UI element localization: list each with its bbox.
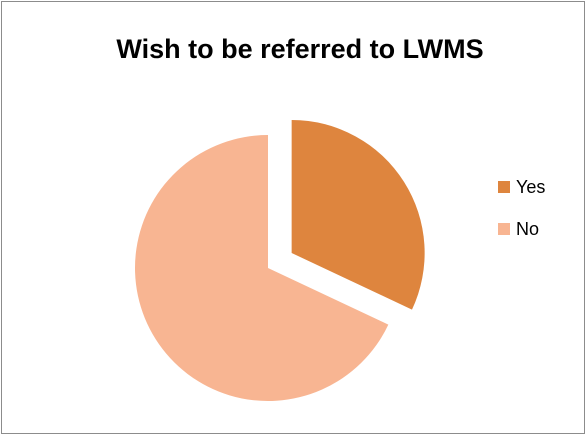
legend-item-no: No [498, 218, 545, 240]
legend-swatch-no [498, 223, 510, 235]
pie-slice-no [135, 135, 389, 401]
chart-title: Wish to be referred to LWMS [116, 34, 484, 64]
legend-swatch-yes [498, 181, 510, 193]
legend-item-yes: Yes [498, 176, 545, 198]
legend-label-no: No [516, 218, 540, 239]
chart-legend: Yes No [498, 176, 545, 260]
legend-label-yes: Yes [516, 176, 546, 197]
pie-slice-yes [291, 119, 425, 310]
